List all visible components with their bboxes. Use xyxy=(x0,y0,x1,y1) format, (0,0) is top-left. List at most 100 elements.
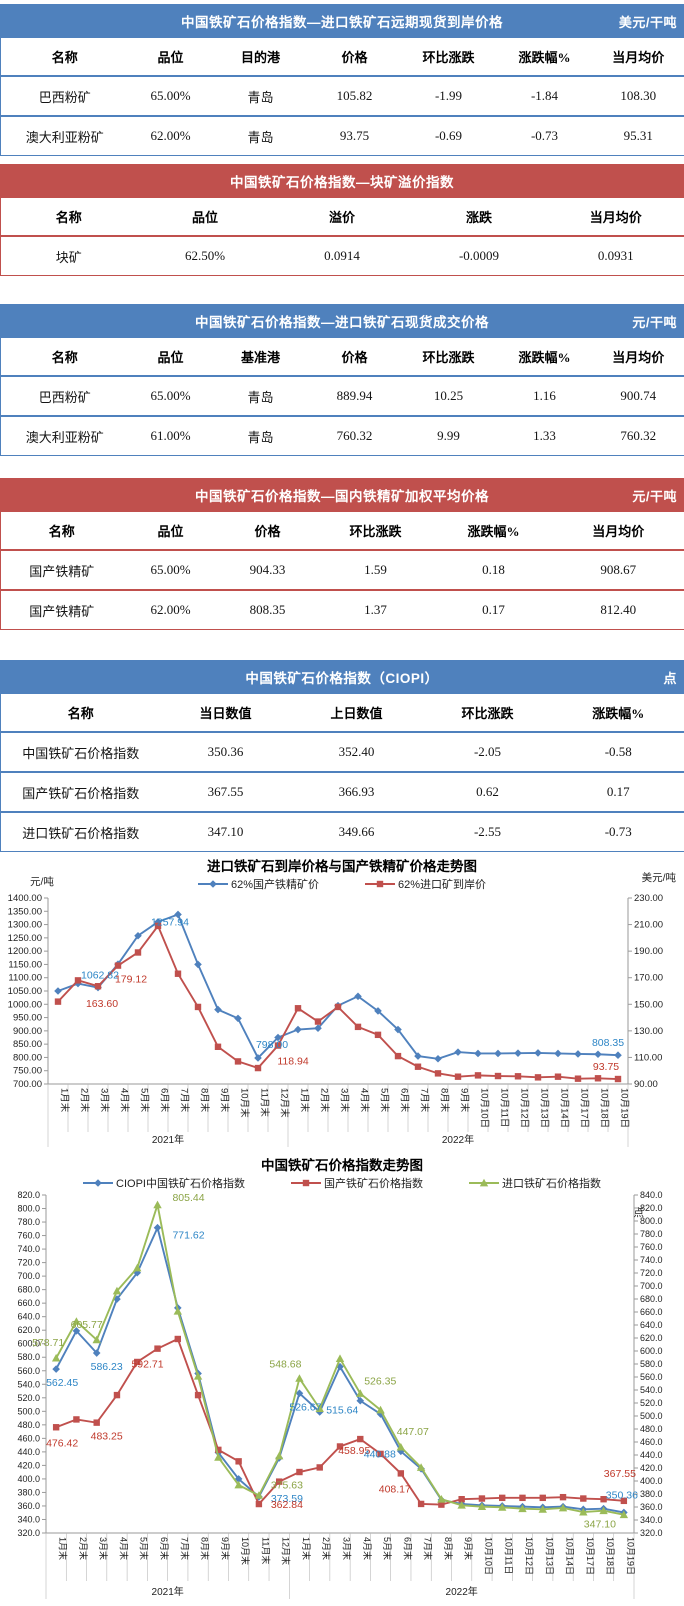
table-title-band: 中国铁矿石价格指数—块矿溢价指数 xyxy=(0,164,684,198)
right-axis-tick-label: 500.0 xyxy=(640,1411,663,1421)
left-axis-tick-label: 420.0 xyxy=(17,1460,40,1470)
column-header: 上日数值 xyxy=(291,694,423,732)
left-axis-tick-label: 800.00 xyxy=(13,1052,42,1063)
x-axis-category-label: 10月18日 xyxy=(605,1537,615,1575)
x-axis-category-label: 4月末 xyxy=(362,1537,373,1560)
series-0-marker xyxy=(494,1050,502,1058)
series-1-marker xyxy=(255,1065,261,1071)
left-axis-tick-label: 750.00 xyxy=(13,1066,42,1077)
left-axis-tick-label: 950.00 xyxy=(13,1013,42,1024)
column-header: 当月均价 xyxy=(553,512,684,550)
series-0-marker xyxy=(534,1049,542,1057)
year-group-label: 2021年 xyxy=(152,1133,184,1146)
value-cell: -1.99 xyxy=(401,76,497,116)
series-2-marker xyxy=(52,1354,60,1362)
column-header: 当日数值 xyxy=(161,694,291,732)
x-axis-category-label: 1月末 xyxy=(58,1537,69,1560)
series-0-marker xyxy=(474,1050,482,1058)
table-import-spot-transaction-price: 中国铁矿石价格指数—进口铁矿石现货成交价格 元/干吨 名称品位基准港价格环比涨跌… xyxy=(0,304,684,456)
right-axis-tick-label: 340.0 xyxy=(640,1515,663,1525)
x-axis-category-label: 10月11日 xyxy=(504,1537,514,1574)
left-axis-tick-label: 720.0 xyxy=(17,1258,40,1268)
value-cell: 65.00% xyxy=(129,76,213,116)
iron-ore-price-report: { "tables": [ { "title": "中国铁矿石价格指数—进口铁矿… xyxy=(0,0,684,1538)
left-axis-tick-label: 380.0 xyxy=(17,1487,40,1497)
value-cell: 900.74 xyxy=(593,376,684,416)
data-point-label: 440.88 xyxy=(364,1448,396,1460)
x-axis-category-label: 8月末 xyxy=(439,1088,451,1113)
x-axis-category-label: 3月末 xyxy=(98,1537,109,1560)
data-point-label: 805.44 xyxy=(172,1192,204,1204)
x-axis-category-label: 10月17日 xyxy=(579,1088,590,1128)
right-axis-tick-label: 760.0 xyxy=(640,1242,663,1252)
left-axis-tick-label: 640.0 xyxy=(17,1312,40,1322)
data-point-label: 367.55 xyxy=(604,1468,636,1480)
left-axis-tick-label: 1300.00 xyxy=(8,920,42,931)
series-1-marker xyxy=(495,1073,501,1079)
left-axis-tick-label: 1000.00 xyxy=(8,999,42,1010)
left-axis-tick-label: 700.0 xyxy=(17,1271,40,1281)
legend-item: 国产铁矿石价格指数 xyxy=(291,1175,423,1191)
left-axis-tick-label: 760.0 xyxy=(17,1231,40,1241)
data-point-label: 93.75 xyxy=(593,1061,619,1073)
series-2-marker xyxy=(295,1374,303,1382)
left-axis-tick-label: 660.0 xyxy=(17,1298,40,1308)
series-1-marker xyxy=(418,1501,424,1507)
left-axis-tick-label: 560.0 xyxy=(17,1366,40,1376)
column-header: 名称 xyxy=(1,512,123,550)
table-title-band: 中国铁矿石价格指数—国内铁精矿加权平均价格 元/干吨 xyxy=(0,478,684,512)
x-axis-category-label: 9月末 xyxy=(219,1088,231,1113)
series-1-marker xyxy=(235,1458,241,1464)
left-axis-tick-label: 850.00 xyxy=(13,1039,42,1050)
left-axis-tick-label: 1250.00 xyxy=(8,933,42,944)
right-axis-tick-label: 560.0 xyxy=(640,1372,663,1382)
value-cell: 0.18 xyxy=(435,550,553,590)
series-1-marker xyxy=(55,998,61,1004)
x-axis-category-label: 11月末 xyxy=(259,1088,271,1117)
x-axis-category-label: 5月末 xyxy=(139,1088,151,1113)
left-axis-tick-label: 700.00 xyxy=(13,1079,42,1090)
legend-item: 进口铁矿石价格指数 xyxy=(469,1175,601,1191)
column-header: 名称 xyxy=(1,198,137,236)
series-0-marker xyxy=(574,1050,582,1058)
series-1-marker xyxy=(475,1072,481,1078)
legend-label: 进口铁矿石价格指数 xyxy=(502,1175,601,1191)
series-1-marker xyxy=(499,1495,505,1501)
value-cell: 青岛 xyxy=(213,376,309,416)
series-1-marker xyxy=(375,1032,381,1038)
series-1-marker xyxy=(355,1024,361,1030)
column-header: 涨跌 xyxy=(411,198,548,236)
value-cell: 1.59 xyxy=(317,550,435,590)
left-axis-tick-label: 620.0 xyxy=(17,1325,40,1335)
series-2-marker xyxy=(336,1354,344,1362)
left-axis-tick-label: 820.0 xyxy=(17,1191,40,1200)
series-1-marker xyxy=(395,1053,401,1059)
x-axis-category-label: 8月末 xyxy=(200,1537,211,1560)
right-axis-tick-label: 90.00 xyxy=(634,1079,658,1090)
year-group-label: 2022年 xyxy=(442,1133,474,1146)
series-0-marker xyxy=(514,1049,522,1057)
x-axis-category-label: 11月末 xyxy=(260,1537,271,1564)
data-point-label: 476.42 xyxy=(46,1437,78,1449)
legend-item: 62%国产铁精矿价 xyxy=(198,876,319,892)
chart-plot-area: 820.0800.0780.0760.0740.0720.0700.0680.0… xyxy=(0,1191,684,1601)
x-axis-category-label: 7月末 xyxy=(423,1537,434,1560)
right-axis-tick-label: 420.0 xyxy=(640,1463,663,1473)
value-cell: 0.0914 xyxy=(274,236,411,276)
x-axis-category-label: 4月末 xyxy=(119,1088,131,1113)
data-point-label: 1062.82 xyxy=(81,970,119,982)
data-point-label: 447.07 xyxy=(397,1426,429,1438)
x-axis-category-label: 1月末 xyxy=(59,1088,71,1113)
left-axis-tick-label: 440.0 xyxy=(17,1447,40,1457)
x-axis-category-label: 8月末 xyxy=(199,1088,211,1113)
right-axis-tick-label: 110.00 xyxy=(634,1052,662,1063)
x-axis-category-label: 12月末 xyxy=(281,1537,292,1565)
column-header: 溢价 xyxy=(274,198,411,236)
series-1-marker xyxy=(575,1075,581,1081)
x-axis-category-label: 6月末 xyxy=(402,1537,413,1560)
x-axis-category-label: 6月末 xyxy=(159,1088,171,1113)
data-point-label: 526.67 xyxy=(289,1401,321,1413)
